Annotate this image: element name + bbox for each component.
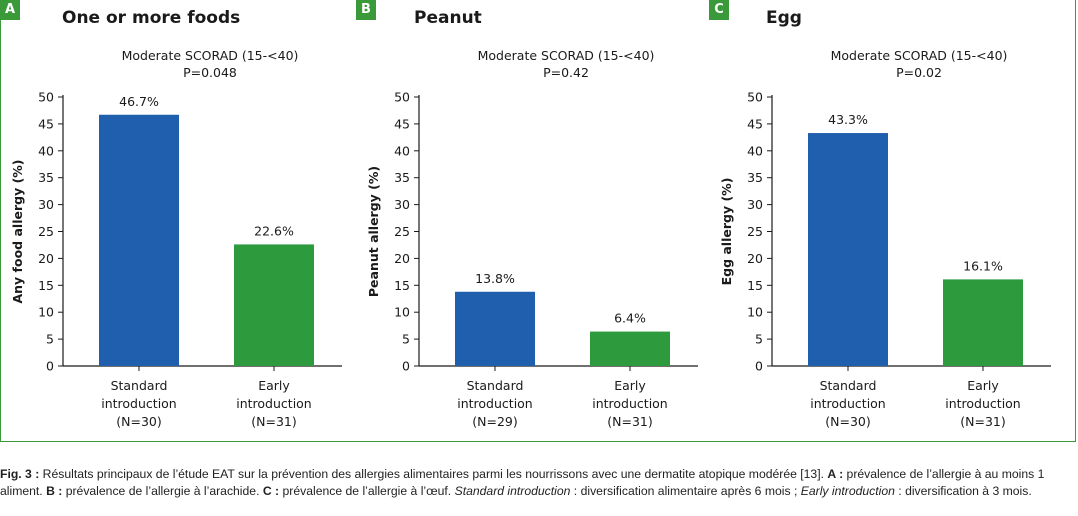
y-tick-label: 0 <box>402 359 410 374</box>
y-tick-label: 50 <box>394 90 410 105</box>
y-tick-label: 10 <box>394 305 410 320</box>
bar-value-label: 43.3% <box>828 112 868 127</box>
x-category-label: Standard <box>820 378 877 393</box>
bar-standard <box>808 133 888 366</box>
panel-badge: C <box>709 0 729 20</box>
x-category-label: (N=29) <box>472 414 517 429</box>
caption-a-label: A : <box>827 467 844 481</box>
bar-value-label: 16.1% <box>963 258 1003 273</box>
panel-badge: A <box>0 0 20 20</box>
x-category-label: Standard <box>111 378 168 393</box>
y-tick-label: 40 <box>394 143 410 158</box>
x-category-label: Early <box>967 378 999 393</box>
x-category-label: introduction <box>945 396 1020 411</box>
panel-a: A One or more foods Moderate SCORAD (15-… <box>0 0 356 440</box>
y-tick-label: 0 <box>755 359 763 374</box>
y-tick-label: 5 <box>46 332 54 347</box>
x-category-label: (N=30) <box>116 414 161 429</box>
y-tick-label: 30 <box>747 197 763 212</box>
caption-text: prévalence de l’allergie à l’arachide. <box>62 484 263 498</box>
figure-caption: Fig. 3 : Résultats principaux de l’étude… <box>0 466 1078 500</box>
x-category-label: introduction <box>810 396 885 411</box>
bar-chart: Moderate SCORAD (15-<40) P=0.02 0 5 10 15 20 25… <box>719 48 1051 429</box>
x-category-label: introduction <box>592 396 667 411</box>
x-category-label: Early <box>614 378 646 393</box>
y-tick-label: 20 <box>38 251 54 266</box>
y-tick-label: 35 <box>747 170 763 185</box>
panel-title: Egg <box>766 8 802 28</box>
bar-value-label: 6.4% <box>614 311 646 326</box>
bar-chart: Moderate SCORAD (15-<40) P=0.048 0 5 10 15 20 2… <box>10 48 342 429</box>
y-tick-label: 15 <box>747 278 763 293</box>
y-tick-label: 15 <box>38 278 54 293</box>
x-category-label: introduction <box>101 396 176 411</box>
caption-fig-label: Fig. 3 : <box>0 467 40 481</box>
y-tick-label: 45 <box>747 116 763 131</box>
y-tick-label: 35 <box>394 170 410 185</box>
figure-frame <box>0 0 1076 442</box>
bar-early <box>234 244 314 366</box>
x-category-label: Standard <box>467 378 524 393</box>
y-tick-label: 40 <box>38 143 54 158</box>
caption-text: : diversification à 3 mois. <box>894 484 1032 498</box>
caption-text: prévalence de l’allergie à l’œuf. <box>279 484 455 498</box>
p-value-annotation: P=0.02 <box>896 65 942 80</box>
chart-subtitle: Moderate SCORAD (15-<40) <box>122 48 299 63</box>
x-category-label: introduction <box>236 396 311 411</box>
chart-subtitle: Moderate SCORAD (15-<40) <box>831 48 1008 63</box>
bar-standard <box>455 291 535 366</box>
x-category-label: Early <box>258 378 290 393</box>
panel-badge: B <box>356 0 376 20</box>
panel-c: C Egg Moderate SCORAD (15-<40) P=0.02 0 5 10… <box>709 0 1065 440</box>
bar-chart: Moderate SCORAD (15-<40) P=0.42 0 5 10 15 20 25… <box>366 48 698 429</box>
chart-subtitle: Moderate SCORAD (15-<40) <box>478 48 655 63</box>
x-category-label: (N=31) <box>960 414 1005 429</box>
bar-early <box>943 279 1023 366</box>
p-value-annotation: P=0.42 <box>543 65 589 80</box>
y-tick-label: 30 <box>394 197 410 212</box>
panel-b: B Peanut Moderate SCORAD (15-<40) P=0.42 0… <box>356 0 712 440</box>
y-tick-label: 20 <box>747 251 763 266</box>
caption-early-term: Early introduction <box>800 484 895 498</box>
y-tick-label: 5 <box>755 332 763 347</box>
y-tick-label: 15 <box>394 278 410 293</box>
x-category-label: (N=31) <box>607 414 652 429</box>
panel-title: One or more foods <box>62 8 241 28</box>
bar-value-label: 13.8% <box>475 271 515 286</box>
y-axis-title: Egg allergy (%) <box>719 178 734 286</box>
caption-text: prévalence de l’allergie à au moins 1 al… <box>0 467 1045 498</box>
p-value-annotation: P=0.048 <box>183 65 237 80</box>
x-category-label: (N=30) <box>825 414 870 429</box>
bar-early <box>590 331 670 366</box>
x-category-label: (N=31) <box>251 414 296 429</box>
y-tick-label: 10 <box>747 305 763 320</box>
y-tick-label: 25 <box>747 224 763 239</box>
y-tick-label: 45 <box>38 116 54 131</box>
y-tick-label: 25 <box>38 224 54 239</box>
y-tick-label: 10 <box>38 305 54 320</box>
y-axis-title: Peanut allergy (%) <box>366 166 381 297</box>
y-tick-label: 20 <box>394 251 410 266</box>
x-category-label: introduction <box>457 396 532 411</box>
y-tick-label: 45 <box>394 116 410 131</box>
caption-c-label: C : <box>262 484 280 498</box>
y-tick-label: 5 <box>402 332 410 347</box>
panel-title: Peanut <box>414 8 482 28</box>
bar-value-label: 46.7% <box>119 94 159 109</box>
bar-value-label: 22.6% <box>254 223 294 238</box>
caption-text: Résultats principaux de l’étude EAT sur … <box>39 467 828 481</box>
caption-b-label: B : <box>46 484 63 498</box>
y-tick-label: 35 <box>38 170 54 185</box>
bar-standard <box>99 114 179 366</box>
y-tick-label: 50 <box>38 90 54 105</box>
y-tick-label: 0 <box>46 359 54 374</box>
y-tick-label: 30 <box>38 197 54 212</box>
caption-standard-term: Standard introduction <box>454 484 571 498</box>
y-tick-label: 50 <box>747 90 763 105</box>
y-axis-title: Any food allergy (%) <box>10 159 25 303</box>
y-tick-label: 40 <box>747 143 763 158</box>
caption-text: : diversification alimentaire après 6 mo… <box>570 484 801 498</box>
y-tick-label: 25 <box>394 224 410 239</box>
